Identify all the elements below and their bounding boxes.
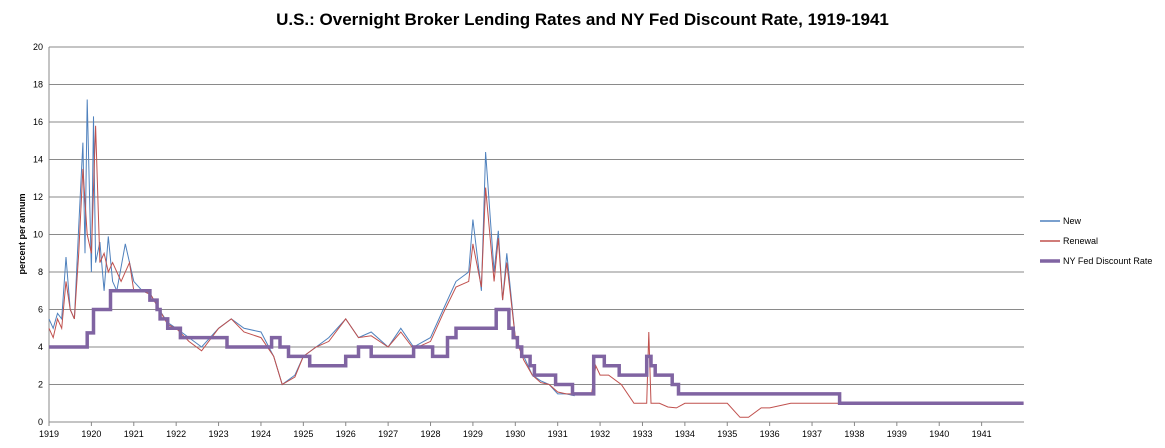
y-tick-label: 4 bbox=[38, 342, 43, 352]
x-tick-label: 1925 bbox=[293, 429, 313, 439]
y-axis-ticks: 0 2 4 6 8 10 12 14 16 18 20 bbox=[33, 42, 43, 427]
legend-label: New bbox=[1063, 216, 1082, 226]
y-tick-label: 8 bbox=[38, 267, 43, 277]
series-line-ny-fed-discount-rate bbox=[49, 289, 1024, 406]
x-axis-ticks: 1919 1920 1921 1922 1923 1924 1925 1926 1927 1928… bbox=[39, 422, 992, 439]
x-tick-label: 1937 bbox=[802, 429, 822, 439]
x-tick-label: 1939 bbox=[887, 429, 907, 439]
x-tick-label: 1919 bbox=[39, 429, 59, 439]
x-tick-label: 1922 bbox=[166, 429, 186, 439]
x-tick-label: 1929 bbox=[463, 429, 483, 439]
plot-area bbox=[48, 99, 1024, 418]
y-tick-label: 16 bbox=[33, 117, 43, 127]
x-tick-label: 1921 bbox=[124, 429, 144, 439]
grid-lines bbox=[48, 46, 1024, 423]
x-tick-label: 1940 bbox=[929, 429, 949, 439]
legend-label: Renewal bbox=[1063, 236, 1098, 246]
x-tick-label: 1941 bbox=[972, 429, 992, 439]
chart-title: U.S.: Overnight Broker Lending Rates and… bbox=[276, 10, 889, 29]
y-tick-label: 10 bbox=[33, 230, 43, 240]
x-tick-label: 1920 bbox=[81, 429, 101, 439]
y-tick-label: 18 bbox=[33, 80, 43, 90]
series-line-new bbox=[48, 99, 575, 397]
x-tick-label: 1924 bbox=[251, 429, 271, 439]
x-tick-label: 1926 bbox=[336, 429, 356, 439]
y-tick-label: 12 bbox=[33, 192, 43, 202]
series-line-renewal bbox=[48, 125, 1024, 418]
x-tick-label: 1927 bbox=[378, 429, 398, 439]
y-tick-label: 6 bbox=[38, 305, 43, 315]
y-tick-label: 14 bbox=[33, 155, 43, 165]
x-tick-label: 1931 bbox=[548, 429, 568, 439]
y-axis-title: percent per annum bbox=[17, 193, 27, 274]
x-tick-label: 1938 bbox=[844, 429, 864, 439]
y-tick-label: 0 bbox=[38, 417, 43, 427]
x-tick-label: 1935 bbox=[717, 429, 737, 439]
x-tick-label: 1933 bbox=[632, 429, 652, 439]
x-tick-label: 1928 bbox=[421, 429, 441, 439]
x-tick-label: 1930 bbox=[505, 429, 525, 439]
y-tick-label: 2 bbox=[38, 380, 43, 390]
legend-label: NY Fed Discount Rate bbox=[1063, 256, 1152, 266]
x-tick-label: 1936 bbox=[760, 429, 780, 439]
x-tick-label: 1923 bbox=[209, 429, 229, 439]
x-tick-label: 1932 bbox=[590, 429, 610, 439]
y-tick-label: 20 bbox=[33, 42, 43, 52]
x-tick-label: 1934 bbox=[675, 429, 695, 439]
legend: New Renewal NY Fed Discount Rate bbox=[1040, 216, 1152, 266]
